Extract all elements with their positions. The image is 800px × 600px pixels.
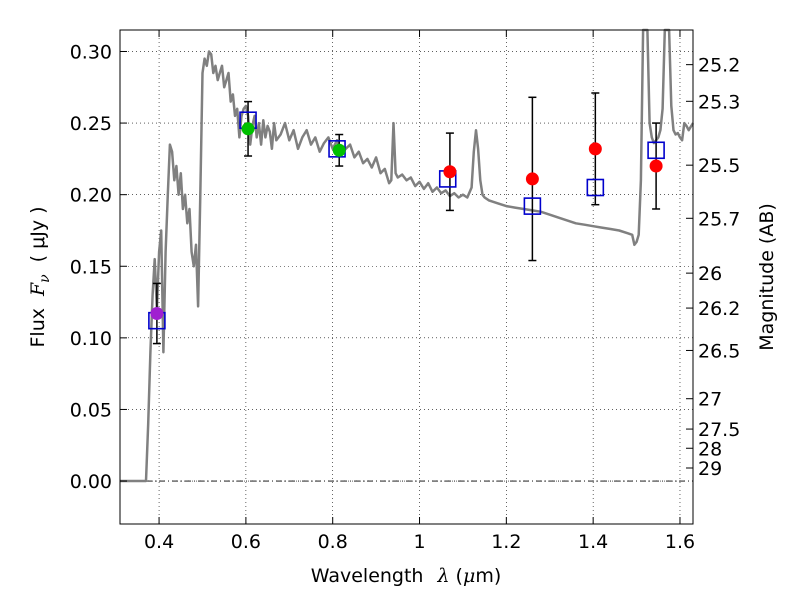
observed-fluxes <box>150 122 663 321</box>
x-axis-unit-rest: m) <box>475 565 501 587</box>
y-axis-label-text: Flux <box>27 308 49 348</box>
x-tick-label: 1.4 <box>578 531 608 553</box>
x-tick-label: 0.6 <box>231 531 261 553</box>
y-tick-label: 0.20 <box>70 185 112 207</box>
observed-flux-point <box>649 159 663 173</box>
x-tick-label: 1.2 <box>491 531 521 553</box>
mag-tick-label: 25.5 <box>698 155 740 177</box>
mag-tick-label: 26.5 <box>698 340 740 362</box>
mag-tick-label: 27.5 <box>698 419 740 441</box>
y-axis-unit: ( μJy ) <box>27 206 49 262</box>
mag-tick-label: 25.7 <box>698 208 740 230</box>
x-axis-unit-open: ( <box>456 565 463 587</box>
mag-tick-label: 28 <box>698 438 722 460</box>
spectrum-line <box>120 28 695 483</box>
y-tick-label: 0.25 <box>70 113 112 135</box>
observed-flux-point <box>150 307 164 321</box>
template-spectrum <box>120 28 695 483</box>
x-axis-lambda: λ <box>436 565 449 587</box>
y-axis-label: Flux Fν ( μJy ) <box>27 206 53 347</box>
model-flux-square <box>523 197 542 215</box>
x-axis-label: Wavelength λ (μm) <box>311 565 501 587</box>
model-flux-square <box>647 141 665 160</box>
observed-flux-point <box>332 143 346 157</box>
x-ticks: 0.4 0.6 0.8 1 1.2 1.4 1.6 <box>144 30 695 553</box>
x-tick-label: 0.8 <box>318 531 348 553</box>
model-flux-square <box>586 178 605 197</box>
mag-tick-label: 29 <box>698 458 722 480</box>
mag-tick-label: 26.2 <box>698 298 740 320</box>
y-tick-label: 0.30 <box>70 41 112 63</box>
y-tick-label: 0.10 <box>70 328 112 350</box>
observed-flux-point <box>241 122 255 136</box>
plot-frame <box>119 29 694 525</box>
x-axis-label-text: Wavelength <box>311 565 424 587</box>
y-ticks: 0.00 0.05 0.10 0.15 0.20 0.25 0.30 <box>70 41 127 493</box>
mag-tick-label: 25.3 <box>698 91 740 113</box>
observed-flux-point <box>443 165 457 179</box>
y-tick-label: 0.15 <box>70 256 112 278</box>
plot-background <box>120 30 693 524</box>
x-tick-label: 1.6 <box>665 531 695 553</box>
x-tick-label: 1 <box>413 531 425 553</box>
y-tick-label: 0.00 <box>70 471 112 493</box>
y2-axis-label: Magnitude (AB) <box>756 203 778 351</box>
mag-tick-label: 26 <box>698 263 722 285</box>
y-axis-subscript: ν <box>37 274 53 283</box>
observed-flux-point <box>588 142 602 156</box>
x-tick-label: 0.4 <box>144 531 174 553</box>
observed-flux-point <box>525 172 539 186</box>
x-axis-unit-mu: μ <box>463 565 475 587</box>
y-axis-symbol: F <box>27 282 49 297</box>
mag-tick-label: 25.2 <box>698 55 740 77</box>
y-tick-label: 0.05 <box>70 399 112 421</box>
mag-tick-label: 27 <box>698 389 722 411</box>
